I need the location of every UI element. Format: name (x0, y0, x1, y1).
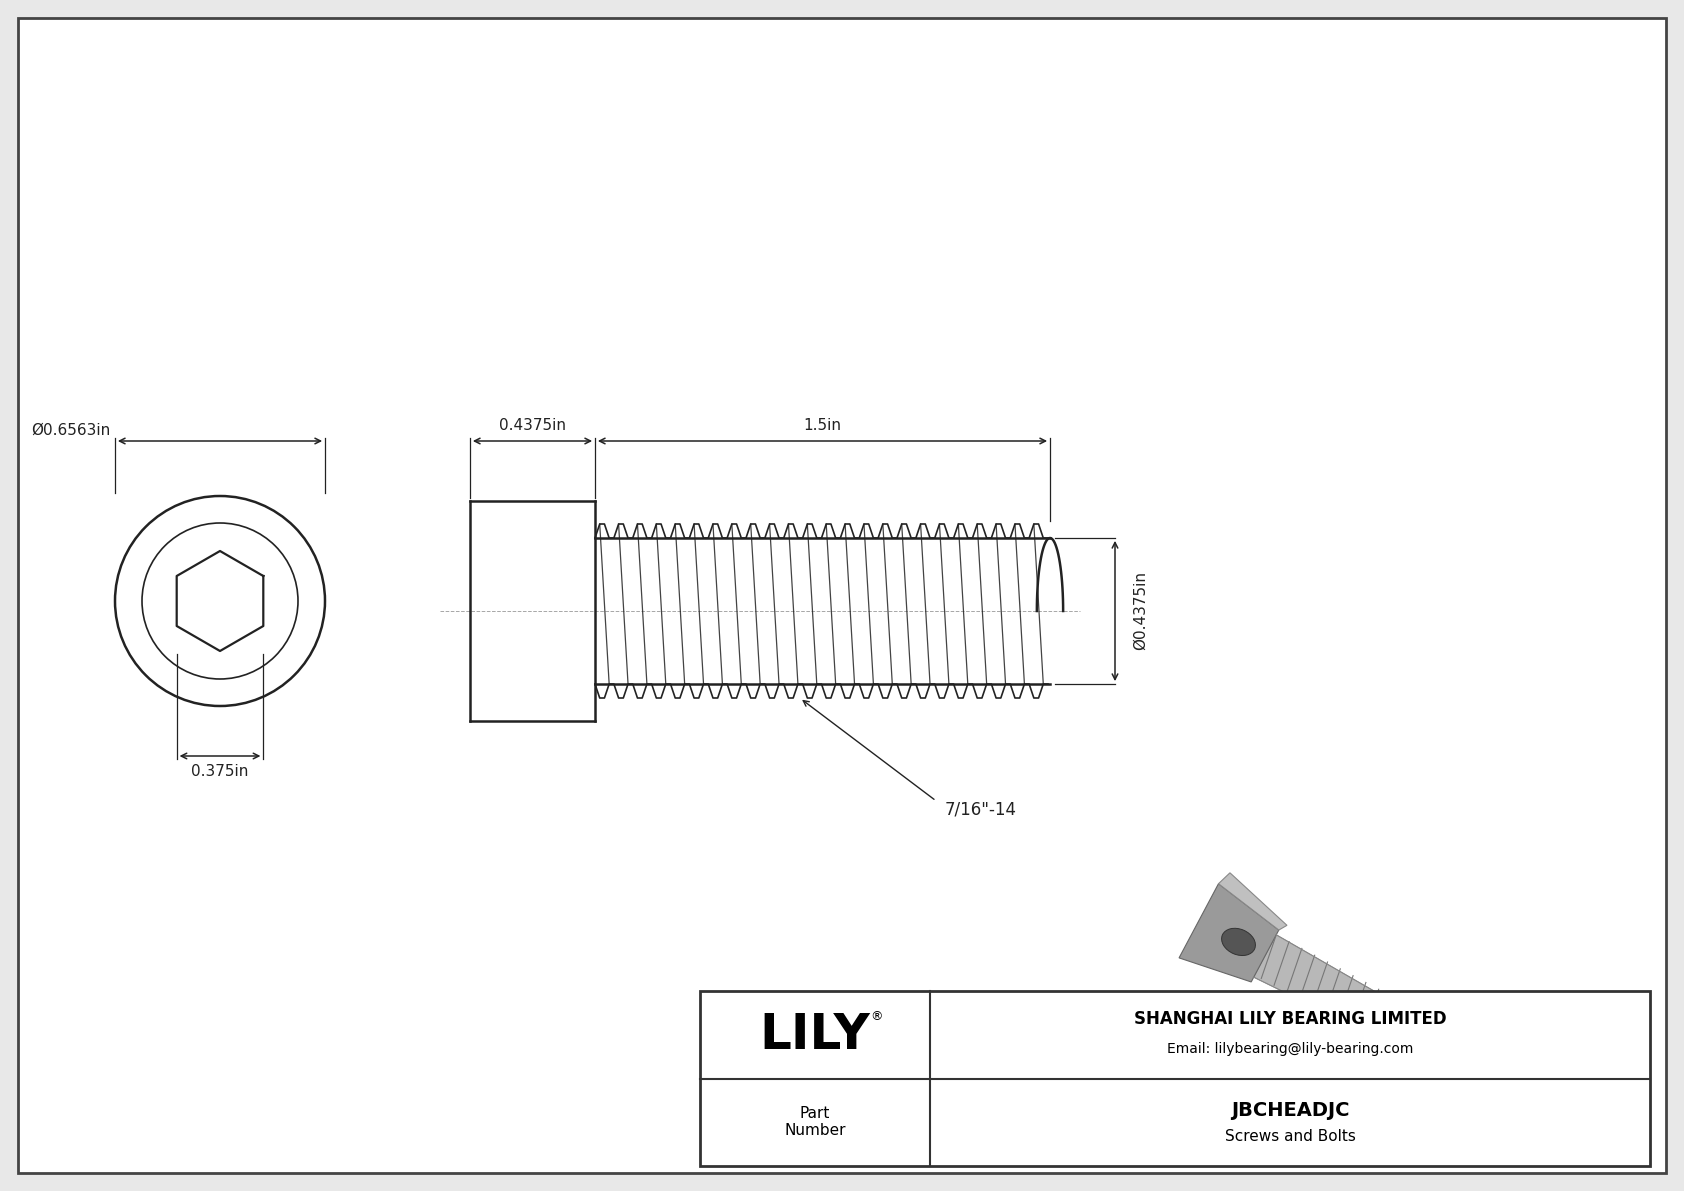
Text: 0.4375in: 0.4375in (498, 418, 566, 434)
Text: Screws and Bolts: Screws and Bolts (1224, 1129, 1356, 1143)
Polygon shape (1219, 873, 1287, 930)
Polygon shape (1179, 884, 1278, 981)
Bar (701, 991, 1650, 1166)
Text: Ø0.6563in: Ø0.6563in (30, 423, 109, 438)
Text: 1.5in: 1.5in (803, 418, 842, 434)
Text: 0.375in: 0.375in (192, 763, 249, 779)
Text: JBCHEADJC: JBCHEADJC (1231, 1100, 1349, 1120)
Ellipse shape (1221, 928, 1256, 955)
Polygon shape (1253, 935, 1527, 1105)
Text: Email: lilybearing@lily-bearing.com: Email: lilybearing@lily-bearing.com (1167, 1042, 1413, 1055)
Bar (701, 991, 1650, 1166)
Text: 7/16"-14: 7/16"-14 (945, 800, 1015, 818)
Text: SHANGHAI LILY BEARING LIMITED: SHANGHAI LILY BEARING LIMITED (1133, 1010, 1447, 1028)
Text: LILY: LILY (759, 1011, 871, 1059)
Text: Part
Number: Part Number (785, 1106, 845, 1139)
Text: ®: ® (871, 1010, 882, 1023)
Text: Ø0.4375in: Ø0.4375in (1133, 572, 1148, 650)
